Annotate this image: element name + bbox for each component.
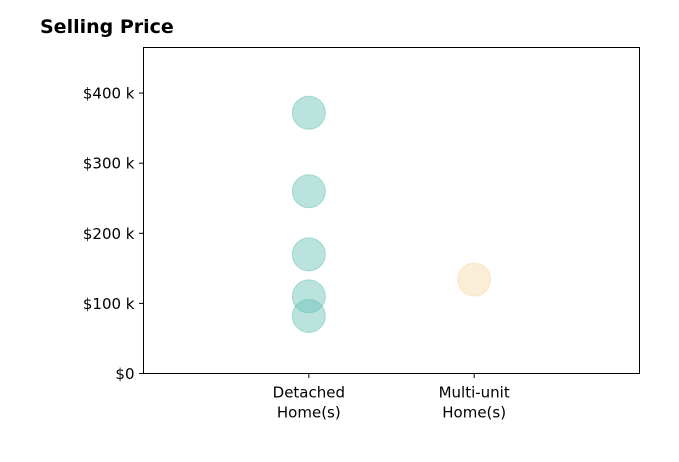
- data-point-0-2: [291, 237, 326, 272]
- marks-layer: [291, 95, 492, 334]
- data-point-1-0: [457, 262, 492, 297]
- plot-area-frame: [143, 47, 640, 374]
- x-tick-label-1-0: Multi-unit: [439, 384, 510, 402]
- y-tick-label-0: $0: [115, 365, 134, 383]
- data-point-0-4: [291, 299, 326, 334]
- x-axis: Detached Home(s) Multi-unit Home(s): [273, 373, 510, 422]
- data-point-0-3: [291, 279, 326, 314]
- data-point-0-1: [291, 174, 326, 209]
- data-point-0-0: [291, 95, 326, 130]
- x-tick-label-0-0: Detached: [273, 384, 345, 402]
- x-tick-label-1-1: Home(s): [442, 404, 506, 422]
- y-tick-label-2: $200 k: [83, 225, 135, 243]
- chart-title: Selling Price: [40, 16, 174, 38]
- y-tick-label-1: $100 k: [83, 295, 135, 313]
- x-tick-label-0-1: Home(s): [277, 404, 341, 422]
- y-tick-label-4: $400 k: [83, 85, 135, 103]
- y-axis: $0 $100 k $200 k $300 k $400 k: [83, 85, 144, 383]
- y-tick-label-3: $300 k: [83, 155, 135, 173]
